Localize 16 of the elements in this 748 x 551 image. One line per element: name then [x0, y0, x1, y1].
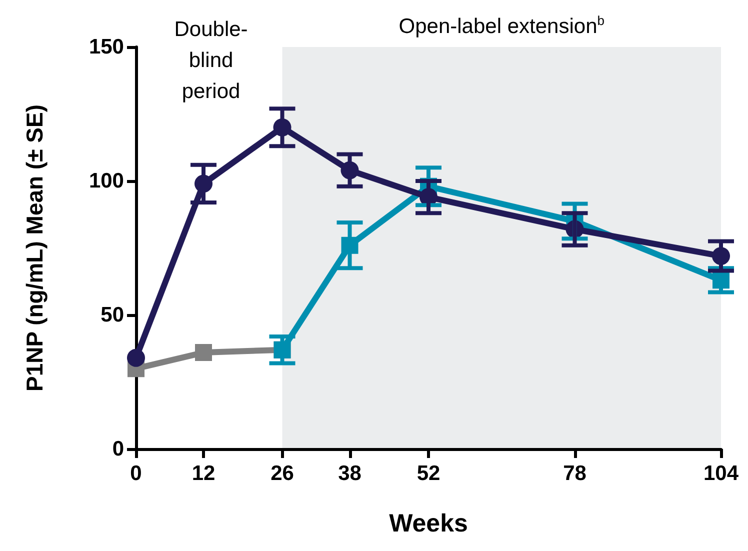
annotation: Double-blind period: [174, 18, 248, 103]
y-tick-label: 100: [88, 170, 124, 192]
x-tick-label: 26: [270, 462, 294, 485]
x-tick-label: 52: [416, 462, 440, 485]
x-tick-label: 0: [130, 462, 142, 485]
x-tick-label: 12: [192, 462, 216, 485]
x-axis-title: Weeks: [389, 510, 468, 538]
point: [195, 344, 212, 362]
y-tick-label: 50: [100, 304, 124, 326]
x-tick-label: 78: [563, 462, 587, 485]
x-tick-label: 104: [703, 462, 739, 485]
y-tick-label: 0: [112, 438, 124, 460]
point: [127, 348, 145, 367]
y-axis-title: P1NP (ng/mL) Mean (± SE): [22, 104, 48, 392]
x-tick-label: 38: [338, 462, 362, 485]
y-tick-label: 150: [88, 36, 124, 58]
